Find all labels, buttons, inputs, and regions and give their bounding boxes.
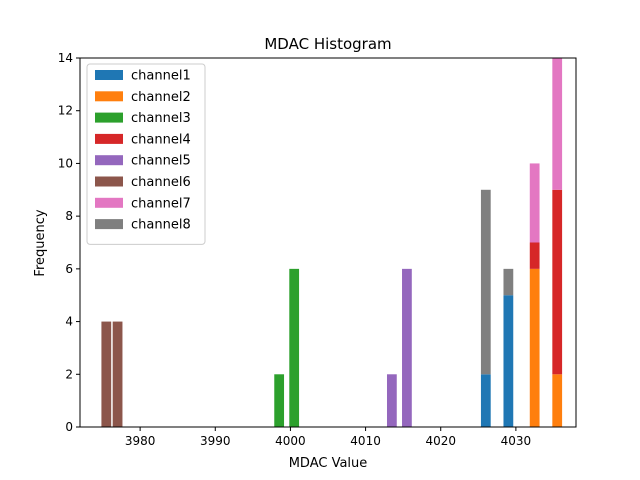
bar-channel2-1 bbox=[552, 374, 563, 427]
bar-channel7-0 bbox=[529, 163, 540, 243]
bar-channel2-0 bbox=[529, 268, 540, 427]
axes-layer: 3980 3990 4000 4010 4020 4030 0 2 4 6 8 10 12 14 bbox=[58, 51, 577, 448]
x-tick-label-1: 3990 bbox=[200, 434, 231, 448]
bar-channel3-1 bbox=[289, 268, 300, 427]
plot-frame bbox=[79, 57, 577, 428]
bar-channel8-1 bbox=[503, 268, 514, 296]
y-tick-label-0: 0 bbox=[65, 420, 73, 434]
x-tick-label-3: 4010 bbox=[350, 434, 381, 448]
x-axis-label: MDAC Value bbox=[289, 456, 368, 471]
bar-channel5-0 bbox=[386, 374, 397, 427]
legend-swatch-channel3 bbox=[95, 112, 123, 123]
y-tick-label-3: 6 bbox=[65, 262, 73, 276]
bar-channel6-0 bbox=[101, 321, 112, 427]
y-tick-label-7: 14 bbox=[58, 51, 73, 65]
bar-channel6-1 bbox=[112, 321, 123, 427]
bar-channel1-0 bbox=[480, 374, 491, 427]
legend-swatch-channel4 bbox=[95, 133, 123, 144]
y-tick-label-2: 4 bbox=[65, 315, 73, 329]
legend-swatch-channel6 bbox=[95, 176, 123, 187]
legend-swatch-channel8 bbox=[95, 219, 123, 230]
legend-swatch-channel5 bbox=[95, 155, 123, 166]
bar-channel4-1 bbox=[552, 189, 563, 375]
legend-swatch-channel2 bbox=[95, 91, 123, 102]
y-tick-label-1: 2 bbox=[65, 367, 73, 381]
x-tick-label-4: 4020 bbox=[425, 434, 456, 448]
legend-label-channel7: channel7 bbox=[131, 196, 191, 211]
legend-label-channel5: channel5 bbox=[131, 154, 191, 169]
bar-channel3-0 bbox=[274, 374, 285, 427]
bar-channel4-0 bbox=[529, 242, 540, 269]
legend: channel1 channel2 channel3 channel4 channel5… bbox=[86, 63, 206, 245]
y-axis-label: Frequency bbox=[33, 209, 48, 276]
x-tick-label-5: 4030 bbox=[501, 434, 532, 448]
y-tick-label-4: 8 bbox=[65, 209, 73, 223]
x-tick-label-2: 4000 bbox=[275, 434, 306, 448]
legend-label-channel1: channel1 bbox=[131, 69, 191, 84]
bars-layer bbox=[101, 58, 563, 427]
legend-label-channel2: channel2 bbox=[131, 90, 191, 105]
y-tick-label-6: 12 bbox=[58, 104, 73, 118]
chart-title: MDAC Histogram bbox=[264, 35, 391, 53]
bar-channel1-1 bbox=[503, 295, 514, 427]
bar-channel7-1 bbox=[552, 58, 563, 190]
legend-swatch-channel7 bbox=[95, 197, 123, 208]
bar-channel5-1 bbox=[402, 268, 412, 427]
legend-label-channel8: channel8 bbox=[131, 218, 191, 233]
legend-label-channel6: channel6 bbox=[131, 175, 191, 190]
x-tick-label-0: 3980 bbox=[125, 434, 156, 448]
y-tick-label-5: 10 bbox=[58, 156, 73, 170]
bar-channel8-0 bbox=[480, 189, 491, 375]
legend-label-channel4: channel4 bbox=[131, 132, 191, 147]
legend-swatch-channel1 bbox=[95, 70, 123, 80]
legend-label-channel3: channel3 bbox=[131, 111, 191, 126]
